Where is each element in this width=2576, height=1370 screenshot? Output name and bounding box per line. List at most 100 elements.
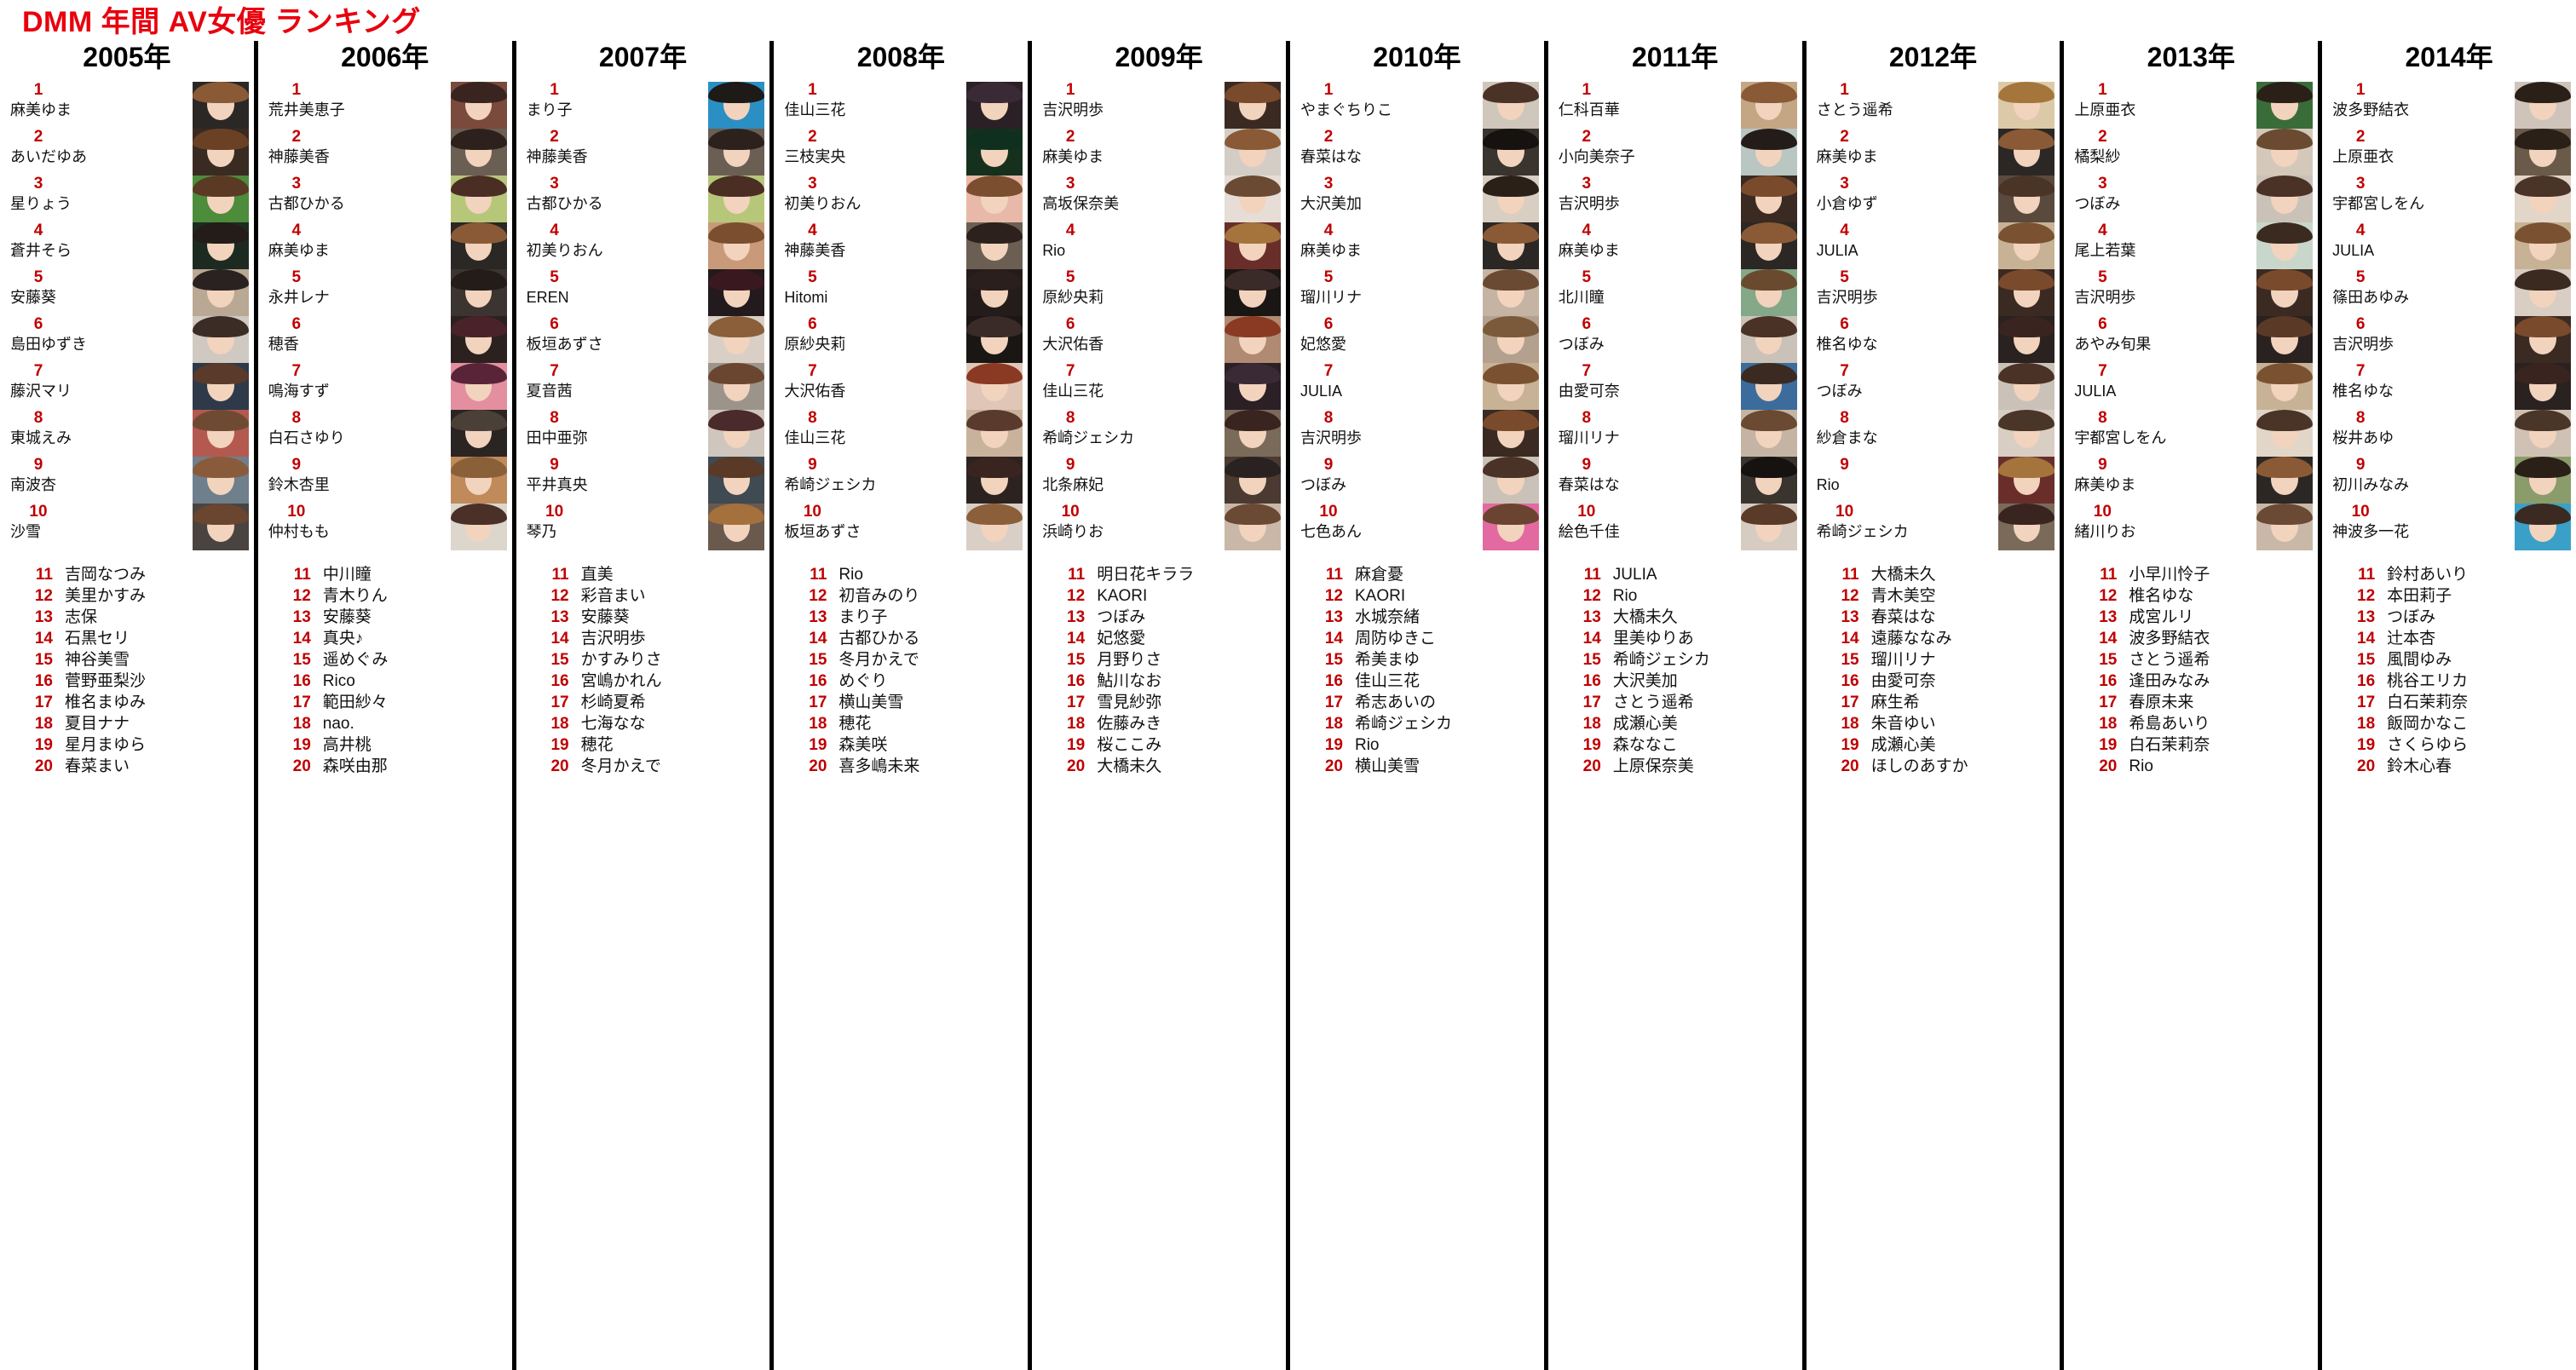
rank-row[interactable]: 6 穂香 <box>258 316 512 363</box>
portrait-thumbnail[interactable] <box>1740 363 1797 410</box>
portrait-thumbnail[interactable] <box>1998 222 2055 269</box>
rank-row[interactable]: 1 麻美ゆま <box>0 82 254 129</box>
rank-row[interactable]: 10 浜崎りお <box>1032 504 1286 550</box>
portrait-thumbnail[interactable] <box>450 269 507 316</box>
rank-row[interactable]: 10 琴乃 <box>516 504 770 550</box>
list-item[interactable]: 17 白石茉莉奈 <box>2336 692 2576 713</box>
portrait-thumbnail[interactable] <box>708 129 765 176</box>
rank-row[interactable]: 2 三枝実央 <box>774 129 1028 176</box>
rank-row[interactable]: 3 小倉ゆず <box>1807 176 2060 222</box>
portrait-thumbnail[interactable] <box>1998 129 2055 176</box>
portrait-thumbnail[interactable] <box>1482 363 1539 410</box>
portrait-thumbnail[interactable] <box>966 82 1023 129</box>
rank-row[interactable]: 10 緒川りお <box>2064 504 2318 550</box>
rank-row[interactable]: 9 平井真央 <box>516 457 770 504</box>
list-item[interactable]: 18 夏目ナナ <box>14 713 254 734</box>
rank-row[interactable]: 3 大沢美加 <box>1290 176 1544 222</box>
list-item[interactable]: 16 Rico <box>272 671 512 692</box>
rank-row[interactable]: 8 紗倉まな <box>1807 410 2060 457</box>
rank-row[interactable]: 7 佳山三花 <box>1032 363 1286 410</box>
rank-row[interactable]: 7 椎名ゆな <box>2322 363 2576 410</box>
portrait-thumbnail[interactable] <box>1998 410 2055 457</box>
rank-row[interactable]: 8 希崎ジェシカ <box>1032 410 1286 457</box>
list-item[interactable]: 13 つぼみ <box>2336 607 2576 628</box>
list-item[interactable]: 20 Rio <box>2078 756 2318 777</box>
portrait-thumbnail[interactable] <box>450 410 507 457</box>
list-item[interactable]: 16 鮎川なお <box>1046 671 1286 692</box>
rank-row[interactable]: 2 神藤美香 <box>516 129 770 176</box>
rank-row[interactable]: 9 春菜はな <box>1548 457 1802 504</box>
portrait-thumbnail[interactable] <box>1740 457 1797 504</box>
list-item[interactable]: 20 ほしのあすか <box>1820 756 2060 777</box>
list-item[interactable]: 20 上原保奈美 <box>1562 756 1802 777</box>
portrait-thumbnail[interactable] <box>2514 410 2571 457</box>
rank-row[interactable]: 9 希崎ジェシカ <box>774 457 1028 504</box>
portrait-thumbnail[interactable] <box>1224 82 1281 129</box>
portrait-thumbnail[interactable] <box>1224 222 1281 269</box>
rank-row[interactable]: 9 Rio <box>1807 457 2060 504</box>
list-item[interactable]: 20 大橋未久 <box>1046 756 1286 777</box>
list-item[interactable]: 19 高井桃 <box>272 734 512 756</box>
portrait-thumbnail[interactable] <box>708 269 765 316</box>
list-item[interactable]: 19 桜ここみ <box>1046 734 1286 756</box>
list-item[interactable]: 19 森ななこ <box>1562 734 1802 756</box>
list-item[interactable]: 19 Rio <box>1304 734 1544 756</box>
list-item[interactable]: 15 瑠川リナ <box>1820 649 2060 671</box>
rank-row[interactable]: 1 佳山三花 <box>774 82 1028 129</box>
rank-row[interactable]: 3 古都ひかる <box>516 176 770 222</box>
portrait-thumbnail[interactable] <box>2514 222 2571 269</box>
list-item[interactable]: 17 春原未来 <box>2078 692 2318 713</box>
rank-row[interactable]: 1 さとう遥希 <box>1807 82 2060 129</box>
portrait-thumbnail[interactable] <box>1224 457 1281 504</box>
list-item[interactable]: 13 安藤葵 <box>272 607 512 628</box>
portrait-thumbnail[interactable] <box>708 176 765 222</box>
rank-row[interactable]: 4 麻美ゆま <box>258 222 512 269</box>
portrait-thumbnail[interactable] <box>2256 129 2314 176</box>
list-item[interactable]: 14 辻本杏 <box>2336 628 2576 649</box>
rank-row[interactable]: 2 麻美ゆま <box>1032 129 1286 176</box>
list-item[interactable]: 11 吉岡なつみ <box>14 564 254 585</box>
rank-row[interactable]: 10 希崎ジェシカ <box>1807 504 2060 550</box>
list-item[interactable]: 12 美里かすみ <box>14 585 254 607</box>
rank-row[interactable]: 3 初美りおん <box>774 176 1028 222</box>
list-item[interactable]: 13 水城奈緒 <box>1304 607 1544 628</box>
rank-row[interactable]: 3 星りょう <box>0 176 254 222</box>
portrait-thumbnail[interactable] <box>2256 457 2314 504</box>
rank-row[interactable]: 4 尾上若葉 <box>2064 222 2318 269</box>
portrait-thumbnail[interactable] <box>192 316 249 363</box>
rank-row[interactable]: 5 原紗央莉 <box>1032 269 1286 316</box>
portrait-thumbnail[interactable] <box>2514 316 2571 363</box>
rank-row[interactable]: 7 つぼみ <box>1807 363 2060 410</box>
portrait-thumbnail[interactable] <box>450 176 507 222</box>
list-item[interactable]: 16 佳山三花 <box>1304 671 1544 692</box>
list-item[interactable]: 17 麻生希 <box>1820 692 2060 713</box>
list-item[interactable]: 11 直美 <box>530 564 770 585</box>
rank-row[interactable]: 10 板垣あずさ <box>774 504 1028 550</box>
portrait-thumbnail[interactable] <box>192 176 249 222</box>
rank-row[interactable]: 5 篠田あゆみ <box>2322 269 2576 316</box>
portrait-thumbnail[interactable] <box>192 129 249 176</box>
portrait-thumbnail[interactable] <box>966 176 1023 222</box>
portrait-thumbnail[interactable] <box>708 457 765 504</box>
rank-row[interactable]: 8 吉沢明歩 <box>1290 410 1544 457</box>
portrait-thumbnail[interactable] <box>1482 222 1539 269</box>
rank-row[interactable]: 9 つぼみ <box>1290 457 1544 504</box>
portrait-thumbnail[interactable] <box>192 269 249 316</box>
list-item[interactable]: 14 真央♪ <box>272 628 512 649</box>
rank-row[interactable]: 1 吉沢明歩 <box>1032 82 1286 129</box>
portrait-thumbnail[interactable] <box>1482 316 1539 363</box>
portrait-thumbnail[interactable] <box>966 504 1023 550</box>
list-item[interactable]: 19 森美咲 <box>787 734 1028 756</box>
list-item[interactable]: 19 白石茉莉奈 <box>2078 734 2318 756</box>
list-item[interactable]: 12 彩音まい <box>530 585 770 607</box>
rank-row[interactable]: 10 絵色千佳 <box>1548 504 1802 550</box>
portrait-thumbnail[interactable] <box>1740 410 1797 457</box>
rank-row[interactable]: 6 つぼみ <box>1548 316 1802 363</box>
portrait-thumbnail[interactable] <box>450 82 507 129</box>
list-item[interactable]: 11 中川瞳 <box>272 564 512 585</box>
portrait-thumbnail[interactable] <box>450 504 507 550</box>
portrait-thumbnail[interactable] <box>966 410 1023 457</box>
portrait-thumbnail[interactable] <box>1482 504 1539 550</box>
portrait-thumbnail[interactable] <box>2256 82 2314 129</box>
list-item[interactable]: 12 KAORI <box>1304 585 1544 607</box>
